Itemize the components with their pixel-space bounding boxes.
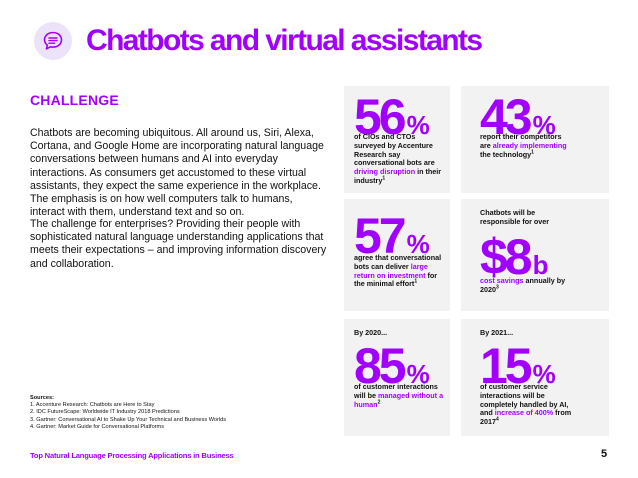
source-item: 3. Gartner: Conversational AI to Shake U… bbox=[30, 416, 226, 423]
challenge-paragraph-1: Chatbots are becoming ubiquitous. All ar… bbox=[30, 127, 324, 219]
stat-number: $8 bbox=[480, 229, 533, 285]
stat-value: 56% bbox=[354, 89, 430, 150]
stat-card-57: 57% agree that conversational bots can d… bbox=[344, 199, 450, 311]
stat-number: 57 bbox=[354, 208, 407, 264]
stat-card-8b: Chatbots will be responsible for over $8… bbox=[461, 199, 609, 311]
stat-description: cost savings annually by 20203 bbox=[480, 276, 566, 294]
stat-number: 43 bbox=[480, 89, 533, 145]
stat-value: 15% bbox=[480, 338, 556, 399]
challenge-paragraph-2: The challenge for enterprises? Providing… bbox=[30, 218, 327, 270]
stat-unit: % bbox=[532, 359, 556, 389]
source-item: 2. IDC FutureScape: Worldwide IT Industr… bbox=[30, 409, 180, 416]
stat-unit: b bbox=[532, 250, 549, 280]
source-item: 1. Accenture Research: Chatbots are Here… bbox=[30, 402, 155, 409]
stat-intro: By 2021... bbox=[480, 328, 514, 337]
stat-highlight: cost savings bbox=[480, 276, 524, 285]
stat-number: 15 bbox=[480, 338, 533, 394]
stat-intro: By 2020... bbox=[354, 328, 388, 337]
stat-value: 43% bbox=[480, 89, 556, 150]
stat-card-56: 56% of CIOs and CTOs surveyed by Accentu… bbox=[344, 86, 450, 193]
stat-unit: % bbox=[532, 110, 556, 140]
stat-highlight: driving disruption bbox=[354, 167, 416, 177]
footnote-ref: 1 bbox=[414, 279, 418, 285]
chat-bubble-icon bbox=[34, 22, 72, 60]
stat-description: of customer service interactions will be… bbox=[480, 382, 572, 427]
footnote-ref: 1 bbox=[382, 175, 386, 182]
stat-description: of customer interactions will be managed… bbox=[354, 382, 444, 409]
footnote-ref: 1 bbox=[531, 149, 534, 156]
footnote-ref: 4 bbox=[496, 416, 499, 423]
sources-title: Sources: bbox=[30, 395, 54, 401]
stat-highlight: already implementing bbox=[492, 140, 567, 150]
source-item: 4. Gartner: Market Guide for Conversatio… bbox=[30, 423, 164, 430]
stat-value: $8 b bbox=[480, 229, 549, 290]
stat-description: agree that conversational bots can deliv… bbox=[354, 253, 442, 289]
stat-card-43: 43% report their competitors are already… bbox=[461, 86, 609, 193]
footer-title: Top Natural Language Processing Applicat… bbox=[30, 451, 234, 460]
page-title: Chatbots and virtual assistants bbox=[86, 24, 483, 57]
stat-value: 85% bbox=[354, 338, 430, 399]
stat-highlight: managed without a human bbox=[354, 390, 444, 409]
stat-description: of CIOs and CTOs surveyed by Accenture R… bbox=[354, 132, 442, 185]
footnote-ref: 2 bbox=[377, 399, 381, 406]
stat-unit: % bbox=[406, 229, 430, 259]
stat-number: 56 bbox=[354, 89, 407, 145]
page-number: 5 bbox=[601, 448, 608, 460]
stat-number: 85 bbox=[354, 338, 407, 394]
stat-value: 57% bbox=[354, 208, 430, 269]
footnote-ref: 3 bbox=[496, 284, 499, 291]
stat-description: report their competitors are already imp… bbox=[480, 132, 567, 159]
sources-list: Sources: 1. Accenture Research: Chatbots… bbox=[30, 395, 320, 431]
stat-card-15: By 2021... 15% of customer service inter… bbox=[461, 319, 609, 436]
stat-intro: Chatbots will be responsible for over bbox=[480, 208, 550, 226]
challenge-heading: CHALLENGE bbox=[30, 92, 119, 108]
stat-highlight: increase of 400% bbox=[494, 408, 554, 418]
stat-highlight: large return on investment bbox=[354, 261, 428, 280]
stat-card-85: By 2020... 85% of customer interactions … bbox=[344, 319, 450, 436]
stat-unit: % bbox=[406, 110, 430, 140]
stat-unit: % bbox=[406, 359, 430, 389]
